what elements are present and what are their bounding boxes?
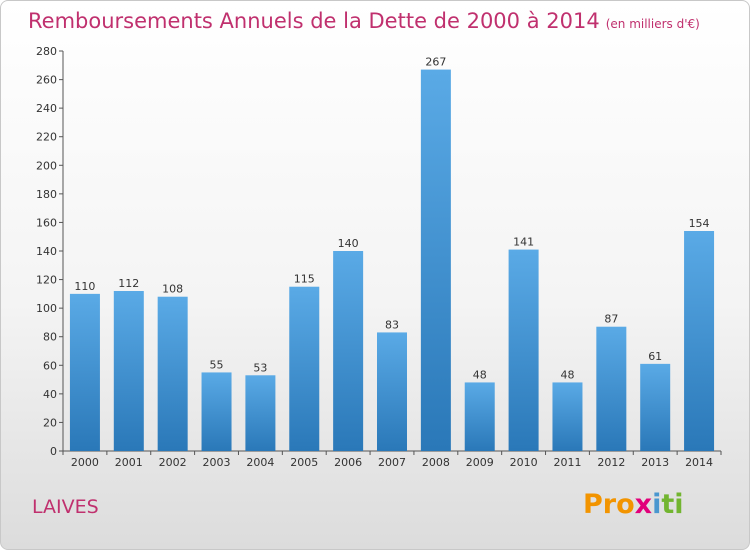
x-tick-label: 2013 (641, 456, 669, 469)
y-tick-label: 280 (36, 45, 57, 58)
bar-2008 (420, 69, 451, 452)
value-label: 112 (118, 277, 139, 290)
y-tick-label: 40 (43, 388, 57, 401)
x-tick-label: 2011 (553, 456, 581, 469)
chart-title: Remboursements Annuels de la Dette de 20… (28, 9, 700, 33)
x-tick-label: 2008 (422, 456, 450, 469)
chart-labels: 2000 110 2001 112 2002 108 2003 55 2004 53 2005 115… (71, 56, 713, 469)
y-tick-label: 100 (36, 302, 57, 315)
bar-2014 (684, 231, 715, 451)
x-tick-label: 2003 (203, 456, 231, 469)
y-tick-label: 200 (36, 159, 57, 172)
x-tick-label: 2001 (115, 456, 143, 469)
y-tick-label: 60 (43, 359, 57, 372)
value-label: 83 (385, 318, 399, 331)
value-label: 141 (513, 236, 534, 249)
bar-2010 (508, 249, 539, 451)
bar-2007 (377, 332, 407, 451)
chart-axes: 0 20 40 60 80 100 120 140 160 180 200 220 240 260 280 (36, 45, 722, 458)
y-tick-label: 240 (36, 102, 57, 115)
y-tick-label: 80 (43, 331, 57, 344)
x-tick-label: 2002 (159, 456, 187, 469)
bar-2001 (113, 291, 144, 451)
chart-title-text: Remboursements Annuels de la Dette de 20… (28, 9, 600, 33)
bar-2003 (201, 372, 232, 451)
value-label: 61 (648, 350, 662, 363)
y-tick-label: 0 (50, 445, 57, 458)
bar-2000 (69, 293, 100, 451)
bar-2006 (333, 251, 364, 451)
value-label: 87 (604, 313, 618, 326)
x-tick-label: 2006 (334, 456, 362, 469)
value-label: 140 (338, 237, 359, 250)
bar-2005 (289, 286, 320, 451)
y-tick-label: 220 (36, 131, 57, 144)
x-tick-label: 2005 (290, 456, 318, 469)
x-tick-label: 2014 (685, 456, 713, 469)
proxiti-logo: Proxiti (583, 489, 684, 520)
x-tick-label: 2007 (378, 456, 406, 469)
value-label: 267 (425, 56, 446, 69)
value-label: 53 (253, 361, 267, 374)
bar-2013 (640, 363, 671, 451)
value-label: 115 (294, 273, 315, 286)
bar-2012 (596, 326, 627, 451)
value-label: 48 (473, 368, 487, 381)
x-tick-label: 2012 (597, 456, 625, 469)
y-tick-label: 120 (36, 274, 57, 287)
value-label: 108 (162, 283, 183, 296)
y-tick-label: 260 (36, 74, 57, 87)
value-label: 48 (560, 368, 574, 381)
y-tick-label: 180 (36, 188, 57, 201)
chart-subtitle: (en milliers d'€) (605, 17, 700, 31)
bar-2011 (552, 382, 583, 451)
commune-name: LAIVES (32, 496, 99, 518)
x-tick-label: 2004 (246, 456, 274, 469)
x-tick-label: 2000 (71, 456, 99, 469)
value-label: 110 (74, 280, 95, 293)
x-tick-label: 2009 (466, 456, 494, 469)
x-tick-label: 2010 (510, 456, 538, 469)
value-label: 55 (210, 358, 224, 371)
bar-2002 (157, 296, 188, 451)
bar-2009 (464, 382, 495, 451)
y-tick-label: 20 (43, 416, 57, 429)
bar-2004 (245, 375, 276, 451)
value-label: 154 (689, 217, 710, 230)
chart-bars (69, 69, 715, 452)
y-tick-label: 160 (36, 216, 57, 229)
y-tick-label: 140 (36, 245, 57, 258)
